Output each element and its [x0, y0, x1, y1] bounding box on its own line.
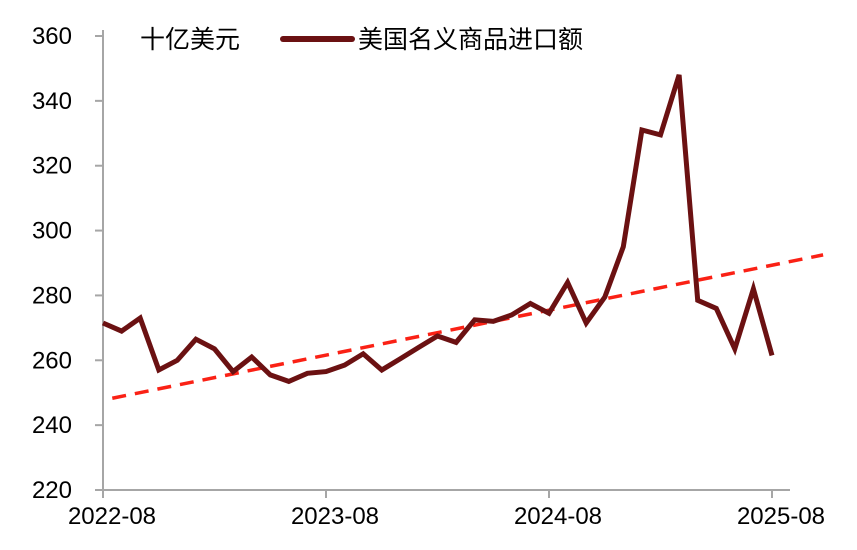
- unit-label: 十亿美元: [140, 26, 240, 54]
- x-axis-tick-label: 2025-08: [737, 503, 825, 530]
- legend-label: 美国名义商品进口额: [358, 26, 583, 54]
- trend-line: [111, 253, 824, 400]
- series-line: [102, 74, 775, 385]
- x-axis-tick-label: 2022-08: [68, 503, 156, 530]
- y-axis-tick-label: 360: [32, 23, 72, 50]
- x-axis-tick-label: 2023-08: [291, 503, 379, 530]
- y-axis-tick-label: 300: [32, 218, 72, 245]
- y-axis-tick-label: 220: [32, 477, 72, 504]
- y-axis-tick-label: 340: [32, 88, 72, 115]
- y-axis-tick-label: 240: [32, 412, 72, 439]
- y-axis-tick-label: 280: [32, 282, 72, 309]
- y-axis-tick-label: 320: [32, 153, 72, 180]
- x-axis-tick-label: 2024-08: [514, 503, 602, 530]
- y-axis-tick-label: 260: [32, 347, 72, 374]
